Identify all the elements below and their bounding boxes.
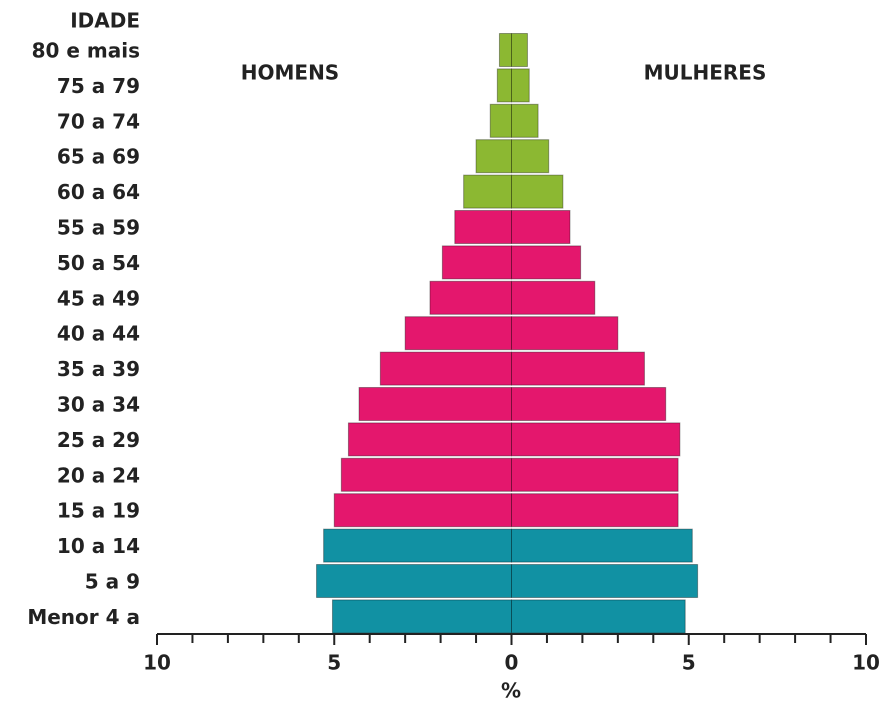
y-tick-label: 40 a 44	[57, 322, 140, 346]
bar	[347, 422, 512, 457]
bar	[454, 210, 512, 244]
y-tick-label: 65 a 69	[57, 145, 140, 169]
bar	[316, 564, 512, 598]
y-tick-label: 50 a 54	[57, 251, 140, 275]
y-tick-label: 15 a 19	[57, 499, 140, 523]
x-tick-label: 0	[505, 651, 519, 675]
bar	[511, 564, 699, 598]
bar	[511, 493, 679, 528]
bar	[463, 174, 512, 209]
bar	[511, 316, 619, 351]
y-tick-label: 35 a 39	[57, 357, 140, 381]
y-tick-label: Menor 4 a	[27, 605, 140, 629]
bar	[511, 280, 596, 315]
bar	[489, 103, 513, 138]
bar	[511, 457, 679, 492]
x-tick-label: 5	[327, 651, 341, 675]
y-tick-label: 80 e mais	[32, 39, 140, 63]
y-tick-label: 5 a 9	[85, 570, 140, 594]
legend-label: MULHERES	[644, 61, 767, 85]
y-tick-label: 55 a 59	[57, 216, 140, 240]
legend-label: HOMENS	[241, 61, 339, 85]
bar	[429, 280, 512, 315]
bar	[323, 528, 512, 563]
bar	[511, 68, 530, 103]
bar	[331, 599, 513, 634]
y-tick-label: 70 a 74	[57, 109, 140, 133]
bar	[511, 351, 645, 386]
x-tick-label: 10	[852, 651, 880, 675]
bar	[475, 139, 512, 174]
y-tick-label: 60 a 64	[57, 180, 140, 204]
y-tick-label: 75 a 79	[57, 74, 140, 98]
y-tick-label: 10 a 14	[57, 534, 140, 558]
bar	[511, 33, 528, 67]
bar	[511, 599, 686, 634]
y-tick-label: 45 a 49	[57, 286, 140, 310]
y-tick-label: 20 a 24	[57, 463, 140, 487]
bar	[511, 387, 667, 421]
bar	[511, 210, 571, 244]
y-tick-label: 30 a 34	[57, 393, 140, 417]
bar	[511, 422, 681, 457]
bar	[511, 528, 693, 563]
bar	[511, 174, 564, 209]
bar	[441, 245, 512, 280]
bar	[511, 139, 550, 174]
x-tick-label: 10	[143, 651, 171, 675]
x-axis-label: %	[501, 679, 521, 701]
bar	[358, 387, 512, 421]
y-tick-label: 25 a 29	[57, 428, 140, 452]
bar	[404, 316, 512, 351]
bar	[340, 457, 512, 492]
bar	[498, 33, 512, 67]
bar	[496, 68, 513, 103]
bar	[379, 351, 512, 386]
bar	[511, 103, 539, 138]
x-tick-label: 5	[682, 651, 696, 675]
bar	[333, 493, 512, 528]
y-axis-label: IDADE	[70, 9, 140, 33]
bar	[511, 245, 582, 280]
